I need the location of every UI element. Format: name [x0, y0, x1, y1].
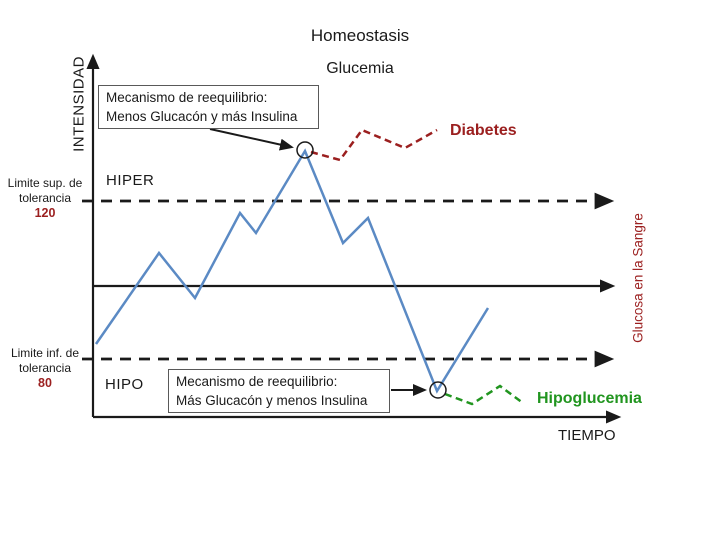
upper-tolerance-line2: tolerancia	[18, 191, 72, 205]
zone-label-hipo: HIPO	[105, 376, 144, 393]
lower-tolerance-line2: tolerancia	[18, 361, 72, 375]
lower-tolerance-label: Limite inf. de tolerancia 80	[2, 346, 88, 391]
upper-callout-box: Mecanismo de reequilibrio: Menos Glucacó…	[98, 85, 319, 129]
diabetes-series-label: Diabetes	[450, 122, 517, 139]
upper-tolerance-line1: Limite sup. de	[7, 176, 83, 190]
hypoglycemia-dashed-curve	[444, 384, 524, 406]
lower-callout-line2: Más Glucacón y menos Insulina	[176, 393, 368, 408]
hypoglycemia-series-label: Hipoglucemia	[537, 390, 642, 407]
lower-tolerance-value: 80	[38, 376, 52, 390]
x-axis-label: TIEMPO	[558, 427, 616, 444]
lower-tolerance-line1: Limite inf. de	[10, 346, 80, 360]
zone-label-hiper: HIPER	[106, 172, 155, 189]
lower-trough-circle-marker	[429, 381, 447, 399]
upper-tolerance-value: 120	[34, 206, 56, 220]
page-title: Homeostasis	[310, 26, 410, 45]
upper-peak-circle-marker	[296, 141, 314, 159]
lower-callout-line1: Mecanismo de reequilibrio:	[176, 374, 338, 389]
upper-callout-line1: Mecanismo de reequilibrio:	[106, 90, 268, 105]
right-axis-label: Glucosa en la Sangre	[630, 213, 646, 343]
lower-callout-box: Mecanismo de reequilibrio: Más Glucacón …	[168, 369, 390, 413]
y-axis-label: INTENSIDAD	[70, 56, 88, 152]
diabetes-dashed-curve	[310, 128, 438, 162]
upper-callout-arrow	[209, 128, 294, 151]
page-subtitle: Glucemia	[326, 60, 394, 77]
upper-tolerance-label: Limite sup. de tolerancia 120	[2, 176, 88, 221]
glucose-curve	[94, 148, 490, 394]
upper-callout-line2: Menos Glucacón y más Insulina	[106, 109, 298, 124]
